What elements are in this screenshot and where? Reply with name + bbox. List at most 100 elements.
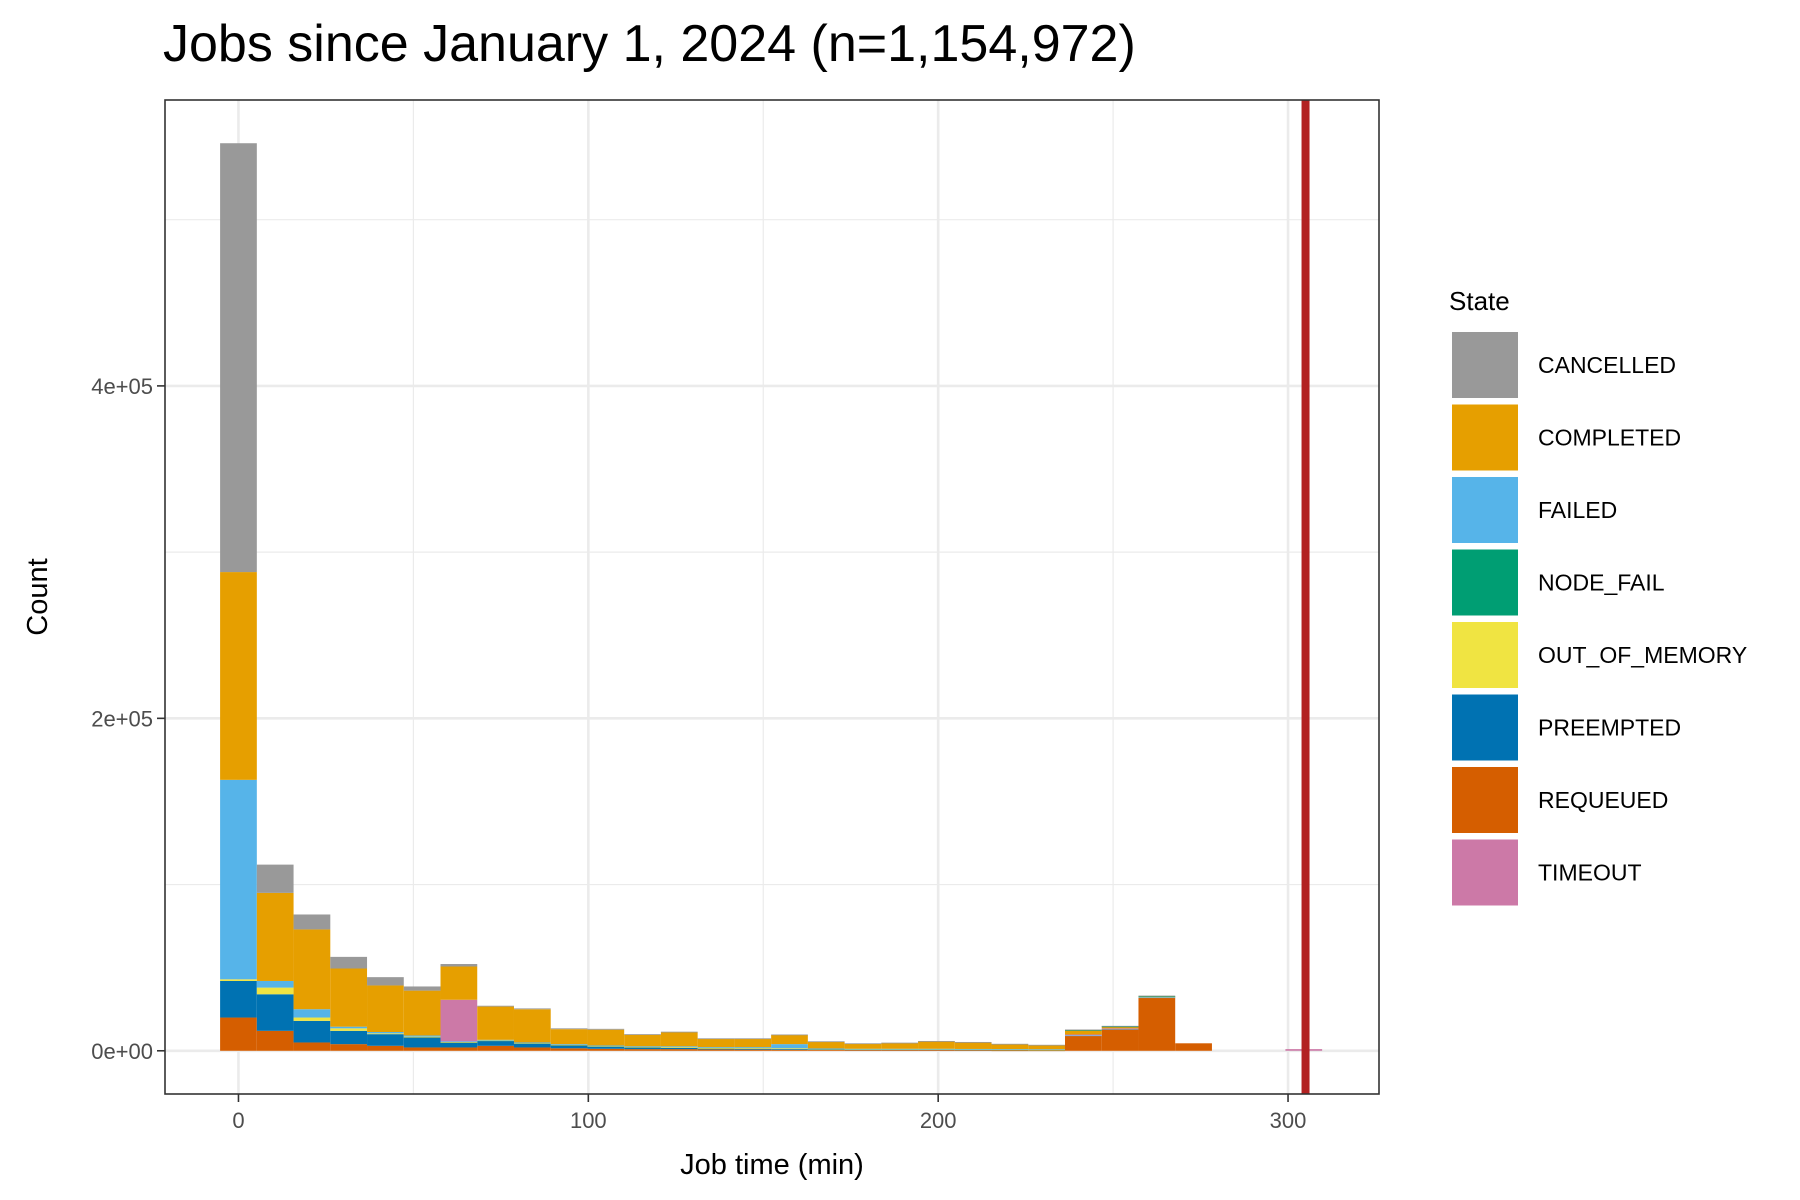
bar-segment	[881, 1050, 919, 1051]
bar-segment	[918, 1048, 955, 1050]
x-tick-label: 200	[920, 1108, 957, 1133]
bar-segment	[1028, 1049, 1065, 1051]
bar-segment	[293, 914, 331, 930]
series-requeued	[220, 997, 1212, 1052]
bar-segment	[1138, 995, 1176, 997]
bar-segment	[440, 1041, 478, 1043]
bar-segment	[1065, 1035, 1102, 1051]
legend-key	[1452, 477, 1518, 543]
bar-segment	[954, 1041, 992, 1043]
bar-segment	[1101, 1028, 1139, 1030]
bar-segment	[1065, 1034, 1102, 1036]
bar-segment	[918, 1050, 955, 1051]
bar-segment	[403, 1035, 441, 1037]
series-failed	[220, 779, 1176, 1051]
bar-segment	[330, 968, 368, 1027]
bar-segment	[624, 1034, 661, 1035]
bar-segment	[477, 1005, 514, 1007]
bar-segment	[293, 1017, 331, 1021]
legend-label: FAILED	[1538, 497, 1617, 523]
bar-segment	[1138, 997, 1176, 999]
bars	[220, 143, 1323, 1052]
legend-item-preempted: PREEMPTED	[1452, 694, 1681, 761]
bar-segment	[256, 1030, 294, 1051]
bar-segment	[330, 1044, 368, 1051]
bar-segment	[256, 987, 294, 995]
bar-segment	[367, 977, 404, 986]
bar-segment	[1101, 1029, 1139, 1051]
bar-segment	[513, 1042, 551, 1044]
bar-segment	[330, 1028, 368, 1031]
bar-segment	[477, 1006, 514, 1040]
bar-segment	[807, 1048, 845, 1050]
bar-segment	[1028, 1050, 1065, 1052]
series-timeout	[440, 999, 1323, 1051]
y-axis: 0e+00 2e+05 4e+05	[91, 374, 165, 1064]
legend-item-failed: FAILED	[1452, 477, 1617, 543]
bar-segment	[771, 1034, 808, 1036]
bar-segment	[844, 1043, 882, 1049]
bar-segment	[403, 1047, 441, 1051]
bar-segment	[367, 985, 404, 1032]
y-tick-label: 2e+05	[91, 706, 153, 731]
bar-segment	[1065, 1030, 1102, 1035]
legend-key	[1452, 332, 1518, 398]
bar-segment	[440, 964, 478, 967]
bar-segment	[220, 572, 257, 780]
legend-key	[1452, 622, 1518, 688]
bar-segment	[256, 892, 294, 981]
legend-item-out-of-memory: OUT_OF_MEMORY	[1452, 622, 1747, 688]
bar-segment	[403, 1037, 441, 1048]
bar-segment	[734, 1047, 772, 1049]
bar-segment	[1065, 1030, 1102, 1031]
bar-segment	[513, 1042, 551, 1044]
panel-background	[165, 100, 1379, 1094]
bar-segment	[771, 1048, 808, 1050]
bar-segment	[293, 929, 331, 1010]
legend-label: NODE_FAIL	[1538, 570, 1665, 596]
bar-segment	[477, 1039, 514, 1041]
bar-segment	[624, 1046, 661, 1048]
bar-segment	[220, 143, 257, 573]
y-axis-title: Count	[22, 558, 54, 635]
bar-segment	[367, 1032, 404, 1034]
bar-segment	[771, 1044, 808, 1049]
bar-segment	[1028, 1045, 1065, 1050]
x-axis: 0 100 200 300	[232, 1094, 1306, 1133]
bar-segment	[771, 1048, 808, 1050]
bar-segment	[1065, 1035, 1102, 1037]
legend-item-node-fail: NODE_FAIL	[1452, 549, 1665, 616]
legend-item-requeued: REQUEUED	[1452, 767, 1668, 833]
legend: State CANCELLED COMPLETED FAILED NODE_FAIL O…	[1449, 286, 1747, 906]
bar-segment	[550, 1048, 588, 1051]
bar-segment	[734, 1038, 772, 1040]
bar-segment	[734, 1049, 772, 1051]
y-tick-label: 0e+00	[91, 1039, 153, 1064]
x-tick-label: 300	[1270, 1108, 1307, 1133]
bar-segment	[918, 1041, 955, 1049]
bar-segment	[550, 1028, 588, 1030]
bar-segment	[1028, 1044, 1065, 1046]
bar-segment	[477, 1045, 514, 1051]
bar-segment	[624, 1034, 661, 1047]
bar-segment	[587, 1046, 625, 1049]
bar-segment	[550, 1029, 588, 1045]
bar-segment	[587, 1029, 625, 1046]
legend-key	[1452, 694, 1518, 761]
bar-segment	[220, 1017, 257, 1051]
bar-segment	[734, 1038, 772, 1048]
bar-segment	[1101, 1026, 1139, 1029]
legend-label: PREEMPTED	[1538, 715, 1681, 741]
bar-segment	[1138, 996, 1176, 997]
y-tick-label: 4e+05	[91, 374, 153, 399]
legend-key	[1452, 767, 1518, 833]
bar-segment	[1101, 1028, 1139, 1030]
legend-item-timeout: TIMEOUT	[1452, 839, 1642, 906]
bar-segment	[330, 956, 368, 969]
bar-segment	[697, 1048, 735, 1050]
bar-segment	[660, 1031, 698, 1033]
bar-segment	[220, 979, 257, 981]
x-tick-label: 0	[232, 1108, 244, 1133]
legend-items: CANCELLED COMPLETED FAILED NODE_FAIL OUT_OF_…	[1452, 332, 1747, 906]
